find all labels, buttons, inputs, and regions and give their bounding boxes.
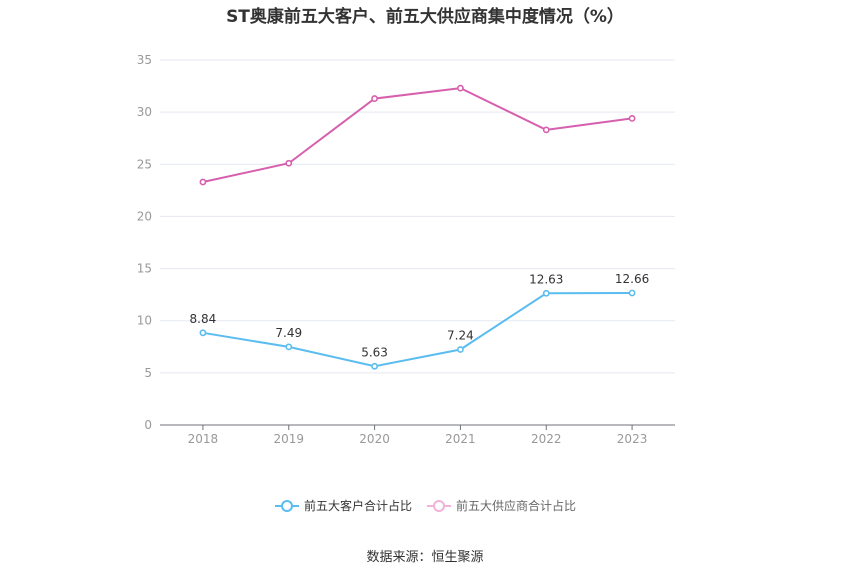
data-point-2 bbox=[628, 115, 636, 122]
chart-title: ST奥康前五大客户、前五大供应商集中度情况（%） bbox=[226, 7, 624, 27]
x-tick-label: 2021 bbox=[445, 432, 476, 446]
data-point-1 bbox=[285, 343, 293, 351]
y-tick-label: 35 bbox=[137, 53, 152, 67]
legend-label-customers: 前五大客户合计占比 bbox=[303, 499, 412, 513]
legend-item-suppliers[interactable]: 前五大供应商合计占比 bbox=[426, 497, 576, 514]
x-tick-label: 2019 bbox=[273, 432, 304, 446]
legend-item-customers[interactable]: 前五大客户合计占比 bbox=[274, 497, 412, 514]
data-point-2 bbox=[285, 159, 293, 167]
data-point-1 bbox=[457, 346, 464, 353]
y-tick-label: 0 bbox=[144, 418, 152, 432]
series-line-2 bbox=[202, 87, 633, 183]
x-tick-label: 2022 bbox=[531, 432, 562, 446]
y-tick-label: 15 bbox=[137, 262, 152, 276]
data-point-1 bbox=[199, 329, 207, 337]
data-label: 12.63 bbox=[529, 272, 563, 286]
data-point-2 bbox=[457, 84, 464, 92]
x-tick-label: 2020 bbox=[359, 432, 390, 446]
y-tick-label: 25 bbox=[137, 157, 152, 171]
data-label: 7.49 bbox=[275, 326, 302, 340]
x-tick-label: 2018 bbox=[188, 432, 219, 446]
series-line-1 bbox=[202, 291, 633, 368]
y-tick-label: 20 bbox=[137, 209, 152, 223]
data-label: 12.66 bbox=[615, 272, 649, 286]
data-label: 8.84 bbox=[190, 312, 217, 326]
x-tick-label: 2023 bbox=[617, 432, 648, 446]
data-source: 数据来源：恒生聚源 bbox=[366, 550, 484, 565]
data-point-1 bbox=[371, 362, 378, 370]
legend-label-suppliers: 前五大供应商合计占比 bbox=[456, 499, 577, 513]
data-point-1 bbox=[628, 289, 636, 297]
data-point-1 bbox=[542, 289, 550, 297]
y-tick-label: 5 bbox=[144, 366, 152, 380]
y-tick-label: 30 bbox=[137, 105, 152, 119]
legend-marker-suppliers-icon bbox=[427, 499, 451, 512]
chart-legend: 前五大客户合计占比 前五大供应商合计占比 bbox=[0, 497, 850, 514]
data-point-2 bbox=[199, 178, 207, 186]
data-label: 5.63 bbox=[361, 345, 388, 359]
legend-marker-customers-icon bbox=[274, 499, 299, 512]
data-point-2 bbox=[542, 126, 550, 134]
data-label: 7.24 bbox=[447, 328, 474, 342]
y-tick-label: 10 bbox=[137, 314, 152, 328]
data-point-2 bbox=[371, 95, 378, 102]
